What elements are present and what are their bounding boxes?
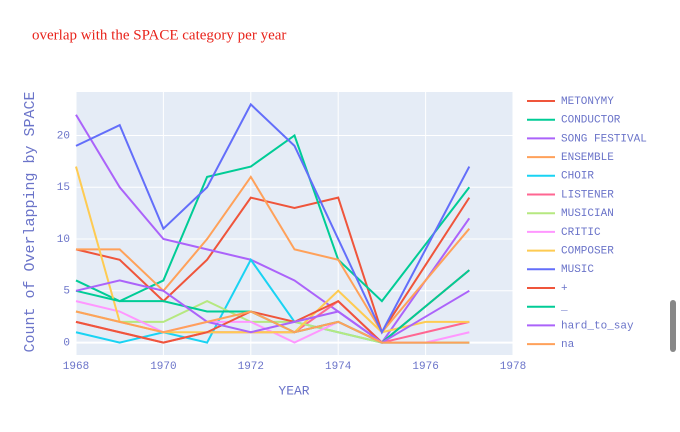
x-tick-label: 1978 [500, 361, 526, 373]
legend-label: LISTENER [561, 189, 614, 201]
x-tick-label: 1974 [325, 361, 352, 373]
legend-label: MUSIC [561, 264, 594, 276]
legend-label: hard_to_say [561, 320, 634, 332]
series-line [75, 279, 470, 344]
legend-label: CRITIC [561, 227, 601, 239]
legend: METONYMY CONDUCTOR SONG FESTIVAL ENSEMBLE CH… [527, 96, 647, 351]
x-tick-label: 1970 [150, 361, 176, 373]
y-tick-label: 15 [57, 182, 70, 194]
legend-label: + [561, 283, 568, 295]
series-line [75, 102, 471, 335]
x-tick-label: 1972 [238, 361, 264, 373]
series-line [75, 133, 471, 303]
x-axis-title: YEAR [278, 383, 309, 398]
series-line [76, 175, 471, 334]
grid: 0 5 10 15 20 1968 1970 1972 1974 1976 1978 [57, 92, 526, 373]
series-line [75, 196, 471, 335]
plot-area [76, 92, 513, 355]
legend-label: ENSEMBLE [561, 152, 614, 164]
legend-label: MUSICIAN [561, 208, 614, 220]
y-axis-title: Count of Overlapping by SPACE [22, 91, 39, 352]
series-line [75, 310, 470, 344]
legend-label: CONDUCTOR [561, 115, 621, 127]
legend-label: na [561, 339, 575, 351]
y-tick-label: 20 [57, 130, 70, 142]
legend-label: METONYMY [561, 96, 614, 108]
legend-label: COMPOSER [561, 246, 614, 258]
y-tick-label: 0 [63, 337, 70, 349]
legend-label: _ [560, 302, 568, 314]
chart-title: overlap with the SPACE category per year [32, 27, 286, 43]
x-tick-label: 1976 [412, 361, 438, 373]
legend-label: SONG FESTIVAL [561, 133, 647, 145]
y-tick-label: 10 [57, 234, 70, 246]
scrollbar[interactable] [670, 300, 676, 352]
lines [75, 102, 471, 344]
x-tick-label: 1968 [63, 361, 89, 373]
y-tick-label: 5 [63, 286, 70, 298]
series-line [75, 114, 471, 344]
legend-label: CHOIR [561, 171, 594, 183]
